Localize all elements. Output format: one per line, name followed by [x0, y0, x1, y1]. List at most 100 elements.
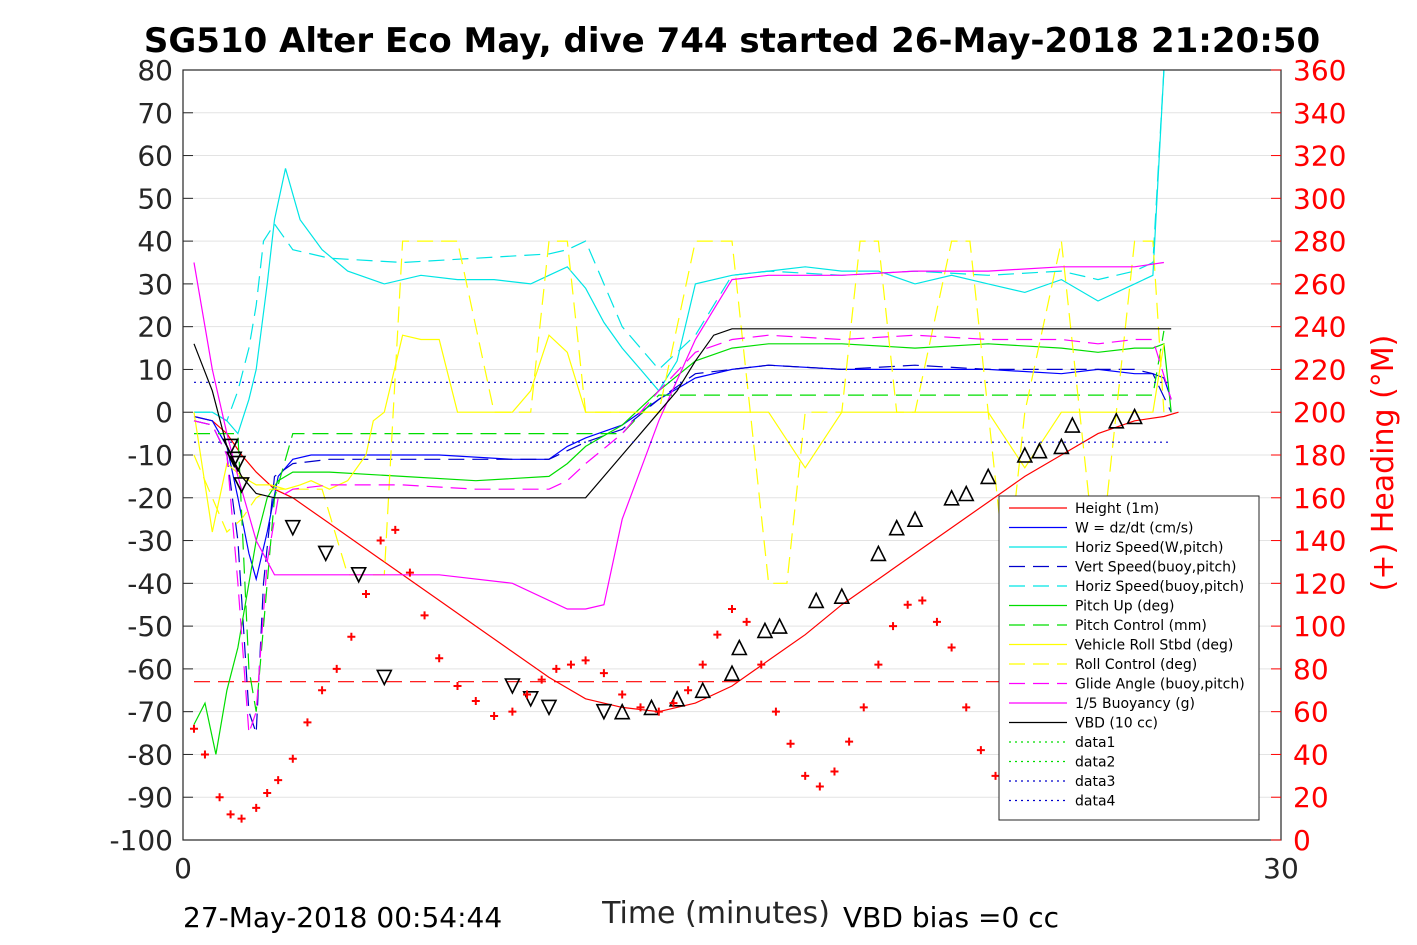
x-tick-label-1: 30 [1263, 852, 1299, 885]
down-marker-3 [233, 477, 250, 494]
heading-point-34 [698, 660, 707, 669]
heading-point-27 [581, 656, 590, 665]
legend-label-11: VBD (10 cc) [1075, 716, 1158, 732]
series-line-7 [193, 334, 1165, 533]
legend-label-8: Roll Control (deg) [1075, 657, 1197, 673]
heading-point-43 [830, 767, 839, 776]
heading-point-5 [252, 803, 261, 812]
left-tick-label-13: -50 [127, 610, 173, 643]
legend-label-12: data1 [1075, 735, 1115, 751]
heading-point-16 [405, 568, 414, 577]
heading-point-26 [566, 660, 575, 669]
heading-point-21 [490, 711, 499, 720]
series-line-5 [193, 342, 1172, 755]
up-marker-3 [694, 681, 712, 699]
heading-point-45 [859, 703, 868, 712]
up-marker-13 [943, 488, 960, 506]
heading-point-10 [318, 686, 327, 695]
up-marker-17 [1031, 441, 1048, 459]
right-tick-label-15: 60 [1293, 696, 1329, 729]
right-tick-label-14: 80 [1293, 653, 1329, 686]
footer-vbd-bias: VBD bias =0 cc [843, 901, 1059, 934]
left-tick-label-11: -30 [127, 525, 173, 558]
legend-label-5: Pitch Up (deg) [1075, 599, 1174, 615]
heading-point-1 [200, 750, 209, 759]
down-marker-10 [540, 699, 558, 717]
left-tick-label-10: -20 [127, 482, 173, 515]
footer-timestamp: 27-May-2018 00:54:44 [183, 901, 502, 934]
heading-point-37 [742, 617, 751, 626]
x-tick-label-0: 0 [174, 852, 192, 885]
down-marker-1 [225, 451, 243, 469]
left-tick-label-1: 70 [137, 97, 173, 130]
legend-label-10: 1/5 Buoyancy (g) [1075, 696, 1195, 712]
heading-point-36 [728, 605, 736, 613]
down-marker-6 [350, 566, 367, 584]
legend-label-13: data2 [1075, 755, 1115, 771]
left-tick-label-9: -10 [127, 439, 173, 472]
heading-point-15 [391, 525, 400, 534]
left-tick-label-6: 20 [137, 311, 173, 344]
right-tick-label-2: 320 [1293, 140, 1346, 173]
legend-label-2: Horiz Speed(W,pitch) [1075, 540, 1223, 556]
down-marker-5 [317, 545, 335, 563]
up-marker-0 [613, 702, 631, 720]
right-y-ticks: 3603403203002802602402202001801601401201… [1271, 54, 1346, 857]
heading-point-38 [757, 660, 766, 669]
left-tick-label-8: 0 [155, 396, 173, 429]
right-tick-label-5: 260 [1293, 268, 1346, 301]
heading-point-2 [215, 793, 224, 802]
up-marker-8 [807, 591, 825, 609]
right-tick-label-17: 20 [1293, 781, 1329, 814]
down-marker-4 [284, 519, 302, 537]
legend-label-9: Glide Angle (buoy,pitch) [1075, 677, 1245, 693]
right-tick-label-16: 40 [1293, 738, 1329, 771]
right-tick-label-8: 200 [1293, 396, 1346, 429]
up-marker-12 [906, 510, 924, 527]
legend-label-3: Vert Speed(buoy,pitch) [1075, 560, 1237, 576]
heading-point-54 [991, 771, 1000, 780]
legend: Height (1m) W = dz/dt (cm/s) Horiz Speed(W… [998, 495, 1260, 821]
heading-point-33 [684, 686, 693, 695]
down-marker-2 [229, 455, 247, 473]
heading-point-52 [962, 703, 971, 712]
heading-point-25 [552, 664, 561, 673]
right-tick-label-6: 240 [1293, 311, 1346, 344]
heading-point-3 [226, 810, 235, 819]
left-tick-label-15: -70 [127, 696, 173, 729]
right-tick-label-1: 340 [1293, 97, 1346, 130]
up-marker-21 [1126, 407, 1143, 425]
series-line-2 [194, 69, 1165, 435]
heading-point-53 [976, 746, 985, 755]
right-tick-label-18: 0 [1293, 824, 1311, 857]
right-tick-label-12: 120 [1293, 567, 1346, 600]
series-line-6 [194, 330, 1165, 712]
up-marker-16 [1016, 446, 1034, 463]
legend-label-4: Horiz Speed(buoy,pitch) [1075, 579, 1244, 595]
right-axis-label: (+) Heading (°M) [1366, 335, 1401, 592]
down-marker-11 [595, 703, 613, 721]
up-marker-19 [1064, 416, 1081, 433]
heading-point-20 [471, 696, 480, 705]
heading-point-7 [274, 776, 283, 785]
legend-label-15: data4 [1075, 794, 1116, 810]
left-tick-label-4: 40 [137, 225, 173, 258]
legend-label-7: Vehicle Roll Stbd (deg) [1075, 638, 1233, 654]
up-marker-11 [888, 518, 905, 536]
right-tick-label-3: 300 [1293, 182, 1346, 215]
left-tick-label-17: -90 [127, 781, 173, 814]
left-y-ticks: 80 70 60 50 40 30 20 10 0 -10 -20 -30 -40 -50 -60 -70 -8… [109, 54, 193, 857]
heading-point-24 [537, 675, 546, 684]
heading-point-46 [874, 660, 883, 669]
heading-point-6 [263, 788, 272, 797]
up-marker-9 [833, 587, 851, 604]
heading-point-13 [362, 590, 370, 599]
heading-point-51 [947, 643, 956, 652]
heading-point-39 [771, 707, 780, 716]
heading-point-4 [237, 814, 246, 823]
heading-point-22 [508, 707, 517, 716]
heading-point-29 [618, 690, 627, 699]
heading-point-48 [903, 600, 912, 609]
up-marker-18 [1053, 437, 1070, 455]
